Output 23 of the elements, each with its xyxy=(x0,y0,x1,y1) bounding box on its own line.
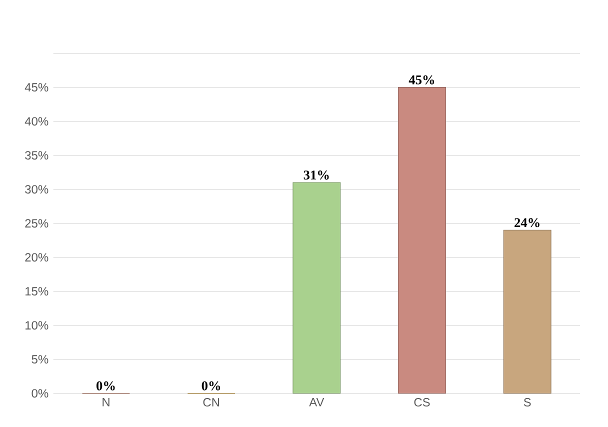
x-tick-label: S xyxy=(524,398,531,407)
data-label: 31% xyxy=(304,170,329,180)
data-label: 24% xyxy=(514,218,540,228)
y-tick-label: 45% xyxy=(24,83,48,92)
x-tick-label: N xyxy=(102,398,110,406)
y-tick-label: 20% xyxy=(25,253,48,262)
y-tick-label: 15% xyxy=(26,287,48,296)
y-tick-label: 25% xyxy=(25,219,48,228)
data-label: 45% xyxy=(408,76,434,85)
y-tick-label: 5% xyxy=(32,355,48,364)
y-tick-label: 30% xyxy=(25,185,48,194)
data-label: 0% xyxy=(96,382,115,391)
y-tick-label: 0% xyxy=(32,389,48,398)
x-tick-label: AV xyxy=(309,398,324,406)
x-tick-label: CS xyxy=(414,398,430,407)
y-tick-label: 10% xyxy=(26,321,48,330)
x-tick-label: CN xyxy=(203,398,220,407)
bar xyxy=(292,182,341,394)
bar xyxy=(398,87,446,394)
y-tick-label: 35% xyxy=(25,151,48,160)
bar xyxy=(503,230,552,394)
y-tick-label: 40% xyxy=(24,117,48,126)
data-label: 0% xyxy=(202,382,220,391)
